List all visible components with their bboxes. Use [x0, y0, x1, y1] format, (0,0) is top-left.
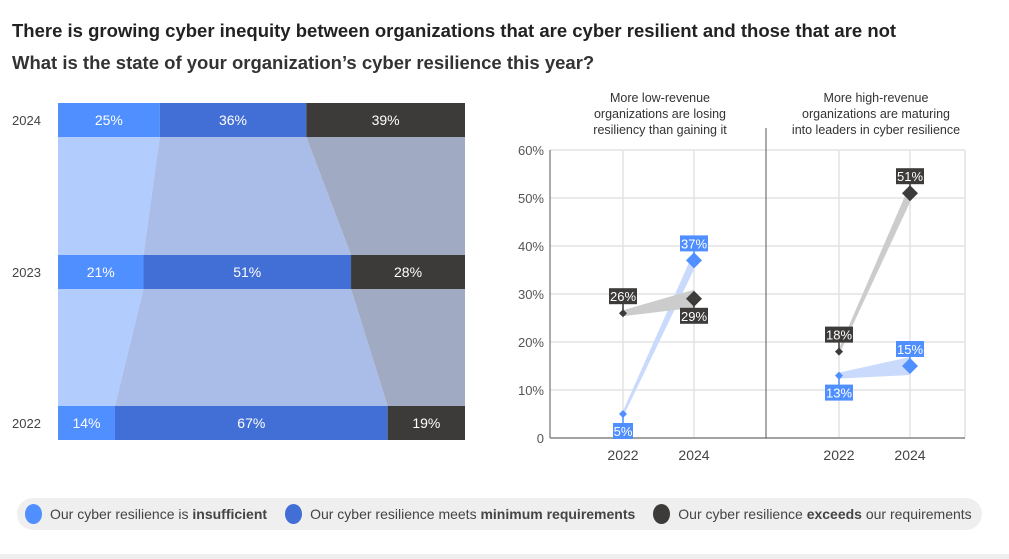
panel-title-line: More high-revenue: [824, 91, 929, 105]
legend-label: Our cyber resilience is insufficient: [50, 506, 268, 522]
row-label: 2024: [12, 113, 41, 128]
panel-title-line: resiliency than gaining it: [593, 123, 727, 137]
bar-segment: [143, 255, 352, 289]
data-label: 29%: [681, 309, 707, 324]
data-label-box: [896, 341, 924, 357]
trend-band: [839, 357, 910, 379]
bar-value-label: 25%: [95, 112, 123, 128]
data-label-box: [896, 168, 924, 185]
flow-band: [351, 289, 465, 406]
bar-value-label: 36%: [219, 112, 247, 128]
data-label-box: [609, 288, 637, 305]
y-tick-label: 60%: [518, 143, 544, 158]
data-point-diamond: [835, 347, 843, 356]
data-label-box: [680, 235, 708, 252]
y-tick-label: 20%: [518, 335, 544, 350]
legend-item-minimum: Our cyber resilience meets minimum requi…: [285, 504, 635, 524]
data-point-diamond: [619, 309, 627, 318]
bar-value-label: 39%: [372, 112, 400, 128]
panel-title-line: into leaders in cyber resilience: [792, 123, 960, 137]
flow-band: [306, 137, 465, 255]
data-label-box: [680, 307, 708, 324]
bar-value-label: 21%: [87, 264, 115, 280]
trend-band: [623, 251, 694, 417]
bar-value-label: 51%: [233, 264, 261, 280]
data-point-diamond: [686, 252, 702, 269]
legend-dot-icon: [25, 504, 42, 524]
bar-segment: [351, 255, 465, 289]
data-label: 5%: [614, 424, 633, 439]
trend-band: [839, 184, 910, 355]
bar-segment: [58, 103, 160, 137]
legend-dot-icon: [285, 504, 303, 524]
data-label-box: [825, 326, 853, 343]
chart-subtitle: What is the state of your organization’s…: [12, 52, 595, 73]
panel-title-line: organizations are losing: [594, 107, 726, 121]
data-point-diamond: [686, 290, 702, 307]
data-label: 26%: [610, 289, 636, 304]
x-tick-label: 2024: [678, 447, 709, 463]
bar-segment: [58, 406, 115, 440]
y-tick-label: 0: [537, 431, 544, 446]
chart-title: There is growing cyber inequity between …: [12, 20, 897, 41]
panel-title-line: organizations are maturing: [802, 107, 950, 121]
bar-segment: [387, 406, 465, 440]
bar-value-label: 14%: [72, 415, 100, 431]
bar-segment: [58, 255, 144, 289]
x-tick-label: 2022: [823, 447, 854, 463]
legend-item-exceeds: Our cyber resilience exceeds our require…: [653, 504, 972, 524]
bar-value-label: 67%: [237, 415, 265, 431]
flow-band: [114, 289, 388, 406]
data-point-diamond: [902, 185, 918, 202]
bar-value-label: 19%: [412, 415, 440, 431]
trend-band: [623, 289, 694, 317]
x-tick-label: 2022: [607, 447, 638, 463]
y-tick-label: 30%: [518, 287, 544, 302]
bar-value-label: 28%: [394, 264, 422, 280]
data-label: 37%: [681, 236, 707, 251]
legend: Our cyber resilience is insufficient Our…: [17, 498, 982, 530]
data-point-diamond: [835, 371, 843, 380]
bar-segment: [159, 103, 307, 137]
data-label-box: [613, 423, 633, 439]
data-point-diamond: [902, 358, 918, 374]
row-label: 2023: [12, 265, 41, 280]
bar-segment: [306, 103, 465, 137]
data-label: 13%: [826, 386, 852, 401]
legend-label: Our cyber resilience exceeds our require…: [678, 506, 972, 522]
row-label: 2022: [12, 416, 41, 431]
x-tick-label: 2024: [894, 447, 925, 463]
data-point-diamond: [619, 410, 627, 418]
y-tick-label: 50%: [518, 191, 544, 206]
flow-band: [58, 289, 144, 406]
footer-bar: [0, 554, 1009, 559]
y-tick-label: 40%: [518, 239, 544, 254]
data-label-box: [825, 384, 853, 401]
flow-band: [58, 137, 160, 255]
flow-band: [143, 137, 352, 255]
legend-item-insufficient: Our cyber resilience is insufficient: [25, 504, 267, 524]
panel-title-line: More low-revenue: [610, 91, 710, 105]
data-label: 18%: [826, 328, 852, 343]
data-label: 51%: [897, 169, 923, 184]
legend-label: Our cyber resilience meets minimum requi…: [310, 506, 636, 522]
bar-segment: [114, 406, 388, 440]
legend-dot-icon: [653, 504, 671, 524]
y-tick-label: 10%: [518, 383, 544, 398]
data-label: 15%: [897, 342, 923, 357]
